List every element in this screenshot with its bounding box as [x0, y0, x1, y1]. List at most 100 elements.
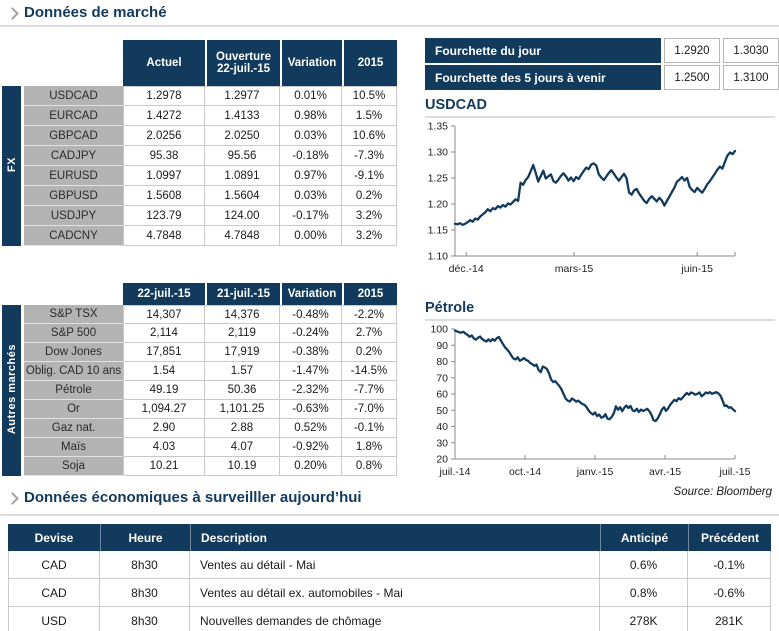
fx-actual-value: 1.2978: [123, 86, 205, 106]
econ-description: Nouvelles demandes de chômage: [190, 607, 600, 631]
market-label: Gaz nat.: [24, 419, 123, 438]
econ-expected: 0.8%: [600, 579, 688, 607]
svg-text:1.30: 1.30: [428, 147, 449, 159]
fx-variation-value: 0.00%: [280, 226, 342, 246]
fx-actual-value: 2.0256: [123, 126, 205, 146]
fx-open-value: 95.56: [205, 146, 280, 166]
svg-text:oct.-14: oct.-14: [509, 466, 541, 478]
section-market-data-title: Données de marché: [6, 4, 167, 21]
market-variation-value: -0.38%: [280, 343, 342, 362]
market-prior-value: 2.88: [205, 419, 280, 438]
fx-group-label: FX: [5, 156, 18, 173]
fx-actual-value: 123.79: [123, 206, 205, 226]
econ-col-description: Description: [190, 524, 600, 551]
market-ytd-value: 2.7%: [342, 324, 397, 343]
fx-actual-value: 1.4272: [123, 106, 205, 126]
market-label: Pétrole: [24, 381, 123, 400]
table-row: CAD 8h30 Ventes au détail ex. automobile…: [8, 579, 771, 607]
fx-open-value: 2.0250: [205, 126, 280, 146]
range-panel: Fourchette du jour 1.2920 1.3030 Fourche…: [425, 38, 779, 92]
table-row: EURUSD 1.0997 1.0891 0.97% -9.1%: [2, 166, 397, 186]
fx-ytd-value: -9.1%: [342, 166, 397, 186]
table-row: EURCAD 1.4272 1.4133 0.98% 1.5%: [2, 106, 397, 126]
market-variation-value: 0.52%: [280, 419, 342, 438]
fx-pair-label: CADJPY: [24, 146, 123, 166]
fx-pair-label: GBPCAD: [24, 126, 123, 146]
svg-text:90: 90: [436, 340, 448, 352]
chart-title-rule: [425, 116, 775, 118]
market-label: Or: [24, 400, 123, 419]
fx-variation-value: 0.01%: [280, 86, 342, 106]
market-ytd-value: -0.1%: [342, 419, 397, 438]
fx-pair-label: CADCNY: [24, 226, 123, 246]
fx-ytd-value: 10.5%: [342, 86, 397, 106]
market-variation-value: -2.32%: [280, 381, 342, 400]
fx-col-open-line1: Ouverture: [216, 51, 271, 63]
petrole-chart-title: Pétrole: [425, 300, 475, 316]
section-divider: [0, 25, 779, 27]
chevron-right-icon: [6, 6, 19, 20]
market-ytd-value: -2.2%: [342, 305, 397, 324]
table-row: CAD 8h30 Ventes au détail - Mai 0.6% -0.…: [8, 551, 771, 579]
market-variation-value: -0.92%: [280, 438, 342, 457]
fx-ytd-value: 1.5%: [342, 106, 397, 126]
fx-variation-value: 0.97%: [280, 166, 342, 186]
market-prior-value: 2,119: [205, 324, 280, 343]
fx-col-variation: Variation: [280, 40, 342, 86]
markets-col-today: 22-juil.-15: [123, 283, 205, 305]
svg-text:40: 40: [436, 421, 448, 433]
econ-col-currency: Devise: [8, 524, 100, 551]
market-ytd-value: 1.8%: [342, 438, 397, 457]
petrole-line-chart: 20 30 40 50 60 70 80 90 100 juil.-14 oct.-14 janv.-…: [430, 324, 750, 479]
fx-pair-label: EURCAD: [24, 106, 123, 126]
market-label: Oblig. CAD 10 ans: [24, 362, 123, 381]
market-prior-value: 50.36: [205, 381, 280, 400]
range-5day-row: Fourchette des 5 jours à venir 1.2500 1.…: [425, 65, 779, 90]
table-row: CADCNY 4.7848 4.7848 0.00% 3.2%: [2, 226, 397, 246]
market-today-value: 2,114: [123, 324, 205, 343]
range-day-row: Fourchette du jour 1.2920 1.3030: [425, 38, 779, 63]
fx-col-open-line2: 22-juil.-15: [216, 63, 271, 75]
fx-open-value: 1.0891: [205, 166, 280, 186]
market-ytd-value: -7.7%: [342, 381, 397, 400]
fx-open-value: 124.00: [205, 206, 280, 226]
fx-variation-value: 0.98%: [280, 106, 342, 126]
fx-ytd-value: 3.2%: [342, 226, 397, 246]
econ-previous: -0.1%: [688, 551, 771, 579]
table-row: CADJPY 95.38 95.56 -0.18% -7.3%: [2, 146, 397, 166]
market-variation-value: -1.47%: [280, 362, 342, 381]
markets-col-variation: Variation: [280, 283, 342, 305]
market-prior-value: 1,101.25: [205, 400, 280, 419]
econ-currency: USD: [8, 607, 100, 631]
econ-section-title: Données économiques à surveilller aujour…: [24, 489, 362, 506]
econ-previous: 281K: [688, 607, 771, 631]
fx-variation-value: -0.18%: [280, 146, 342, 166]
fx-pair-label: GBPUSD: [24, 186, 123, 206]
market-variation-value: -0.24%: [280, 324, 342, 343]
fx-col-actual: Actuel: [123, 40, 205, 86]
market-today-value: 2.90: [123, 419, 205, 438]
market-prior-value: 17,919: [205, 343, 280, 362]
fx-open-value: 4.7848: [205, 226, 280, 246]
markets-group-strip: Autres marchés: [2, 305, 24, 476]
table-row: GBPUSD 1.5608 1.5604 0.03% 0.2%: [2, 186, 397, 206]
range-5day-label: Fourchette des 5 jours à venir: [425, 65, 661, 90]
usdcad-chart-title: USDCAD: [425, 97, 488, 113]
market-label: Soja: [24, 457, 123, 476]
fx-variation-value: 0.03%: [280, 126, 342, 146]
svg-text:juin-15: juin-15: [680, 263, 713, 275]
market-prior-value: 4.07: [205, 438, 280, 457]
econ-description: Ventes au détail - Mai: [190, 551, 600, 579]
svg-text:1.25: 1.25: [428, 173, 449, 185]
market-variation-value: -0.48%: [280, 305, 342, 324]
section-econ-title: Données économiques à surveilller aujour…: [6, 489, 362, 506]
fx-ytd-value: 0.2%: [342, 186, 397, 206]
svg-text:60: 60: [436, 389, 448, 401]
market-prior-value: 1.57: [205, 362, 280, 381]
petrole-chart-block: Pétrole 20 30 40 50 60 70 80 90 100 juil.-14 oct.-…: [425, 300, 777, 481]
svg-text:avr.-15: avr.-15: [649, 466, 681, 478]
fx-pair-label: USDJPY: [24, 206, 123, 226]
table-row: Gaz nat. 2.90 2.88 0.52% -0.1%: [2, 419, 397, 438]
fx-variation-value: -0.17%: [280, 206, 342, 226]
